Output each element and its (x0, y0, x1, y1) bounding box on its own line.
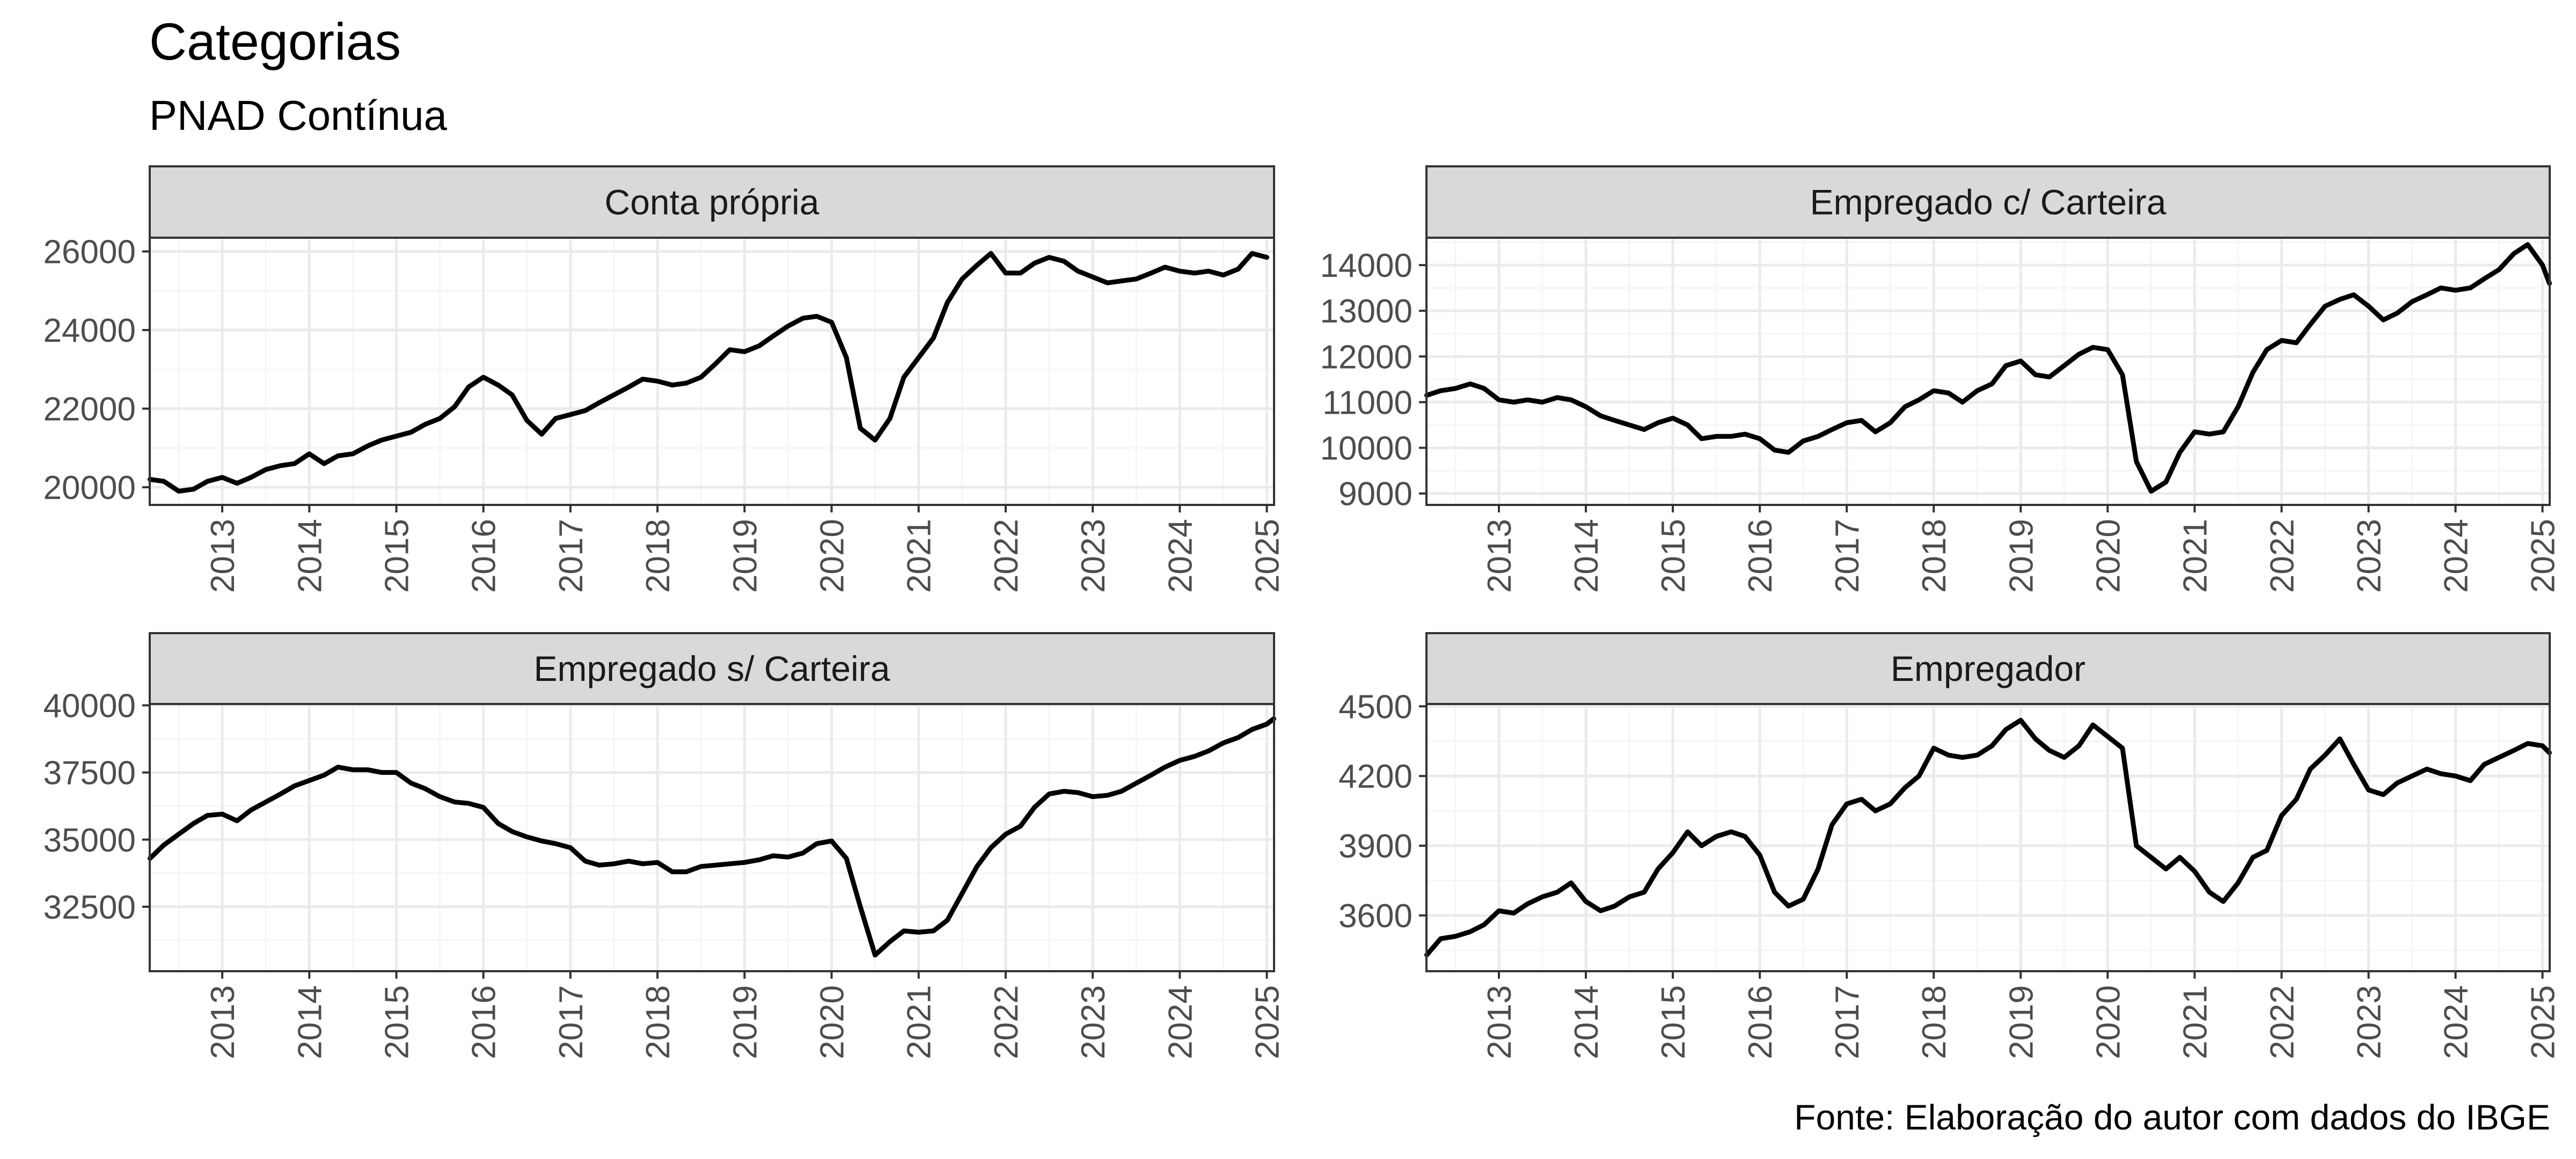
series-line (148, 251, 1269, 494)
x-tick-label: 2015 (379, 985, 416, 1059)
x-tick-label: 2023 (1075, 985, 1112, 1059)
y-tick-label: 40000 (43, 688, 136, 725)
x-tick-label: 2018 (1916, 985, 1953, 1059)
y-tick-label: 32500 (43, 889, 136, 926)
x-tick-label: 2022 (2264, 519, 2301, 593)
facet-strip-label: Conta própria (605, 182, 819, 222)
y-tick-label: 35000 (43, 822, 136, 859)
series-line (148, 716, 1276, 958)
panel-background (1426, 704, 2550, 971)
x-tick-label: 2019 (2003, 519, 2040, 593)
y-tick-label: 37500 (43, 755, 136, 792)
x-tick-label: 2014 (1568, 985, 1605, 1059)
x-tick-label: 2016 (1742, 519, 1779, 593)
chart-caption: Fonte: Elaboração do autor com dados do … (1794, 1097, 2550, 1137)
x-tick-label: 2023 (2351, 985, 2388, 1059)
x-tick-label: 2025 (1249, 985, 1286, 1059)
x-tick-label: 2013 (204, 519, 241, 593)
x-tick-label: 2018 (640, 985, 677, 1059)
y-tick-label: 3900 (1338, 828, 1413, 865)
x-tick-label: 2020 (2090, 985, 2127, 1059)
y-tick-label: 22000 (43, 391, 136, 428)
x-tick-label: 2015 (379, 519, 416, 593)
x-tick-label: 2018 (640, 519, 677, 593)
x-tick-label: 2013 (1481, 985, 1518, 1059)
x-tick-label: 2020 (2090, 519, 2127, 593)
panel-conta-propria: Conta própria 20000 22000 24000 26000 2013 201… (43, 165, 1286, 593)
facet-strip-label: Empregado s/ Carteira (534, 649, 890, 688)
facet-strip-label: Empregado c/ Carteira (1810, 182, 2167, 222)
y-tick-label: 20000 (43, 470, 136, 507)
x-tick-label: 2022 (988, 985, 1025, 1059)
x-tick-label: 2024 (2438, 519, 2475, 593)
y-tick-label: 9000 (1338, 476, 1413, 513)
x-tick-label: 2017 (553, 519, 590, 593)
facet-strip (149, 165, 1275, 239)
y-tick-label: 13000 (1320, 293, 1413, 330)
x-tick-label: 2015 (1655, 985, 1692, 1059)
y-tick-label: 10000 (1320, 430, 1413, 467)
x-tick-label: 2016 (466, 519, 503, 593)
x-tick-label: 2021 (901, 519, 938, 593)
facet-strip (1425, 165, 2551, 239)
x-tick-label: 2020 (814, 985, 851, 1059)
y-tick-label: 12000 (1320, 339, 1413, 376)
x-tick-label: 2018 (1916, 519, 1953, 593)
facet-strip (149, 632, 1275, 705)
x-tick-label: 2023 (2351, 519, 2388, 593)
y-tick-label: 26000 (43, 234, 136, 271)
panel-empregado-s-carteira: Empregado s/ Carteira 32500 35000 37500 4000… (43, 632, 1286, 1059)
x-tick-label: 2024 (1162, 519, 1199, 593)
x-tick-label: 2021 (2177, 519, 2214, 593)
y-tick-label: 24000 (43, 312, 136, 349)
chart-subtitle: PNAD Contínua (149, 92, 448, 139)
x-tick-label: 2022 (988, 519, 1025, 593)
panel-empregado-c-carteira: Empregado c/ Carteira 9000 10000 11000 12000… (1320, 165, 2562, 593)
x-tick-label: 2020 (814, 519, 851, 593)
y-tick-label: 3600 (1338, 898, 1413, 935)
panel-background (1426, 238, 2550, 505)
x-tick-label: 2024 (2438, 985, 2475, 1059)
x-tick-label: 2014 (291, 519, 328, 593)
x-tick-label: 2019 (727, 985, 764, 1059)
x-tick-label: 2025 (2525, 519, 2562, 593)
x-tick-label: 2021 (2177, 985, 2214, 1059)
panel-background (150, 704, 1274, 971)
x-tick-label: 2023 (1075, 519, 1112, 593)
series-line (1424, 242, 2552, 494)
x-tick-label: 2017 (553, 985, 590, 1059)
x-tick-label: 2019 (727, 519, 764, 593)
y-tick-label: 14000 (1320, 247, 1413, 284)
x-tick-label: 2019 (2003, 985, 2040, 1059)
x-tick-label: 2021 (901, 985, 938, 1059)
x-tick-label: 2016 (466, 985, 503, 1059)
x-tick-label: 2017 (1829, 519, 1866, 593)
panel-empregador: Empregador 3600 3900 4200 4500 2013 2014 2015 20… (1338, 632, 2562, 1059)
x-tick-label: 2013 (1481, 519, 1518, 593)
y-tick-label: 11000 (1322, 384, 1413, 421)
x-tick-label: 2016 (1742, 985, 1779, 1059)
x-tick-label: 2013 (204, 985, 241, 1059)
x-tick-label: 2014 (291, 985, 328, 1059)
x-tick-label: 2025 (2525, 985, 2562, 1059)
series-line (1424, 717, 2552, 958)
panel-background (150, 238, 1274, 505)
x-tick-label: 2014 (1568, 519, 1605, 593)
facet-strip-label: Empregador (1891, 649, 2085, 688)
facet-strip (1425, 632, 2551, 705)
x-tick-label: 2024 (1162, 985, 1199, 1059)
y-tick-label: 4500 (1338, 688, 1413, 725)
x-tick-label: 2025 (1249, 519, 1286, 593)
x-tick-label: 2022 (2264, 985, 2301, 1059)
x-tick-label: 2017 (1829, 985, 1866, 1059)
x-tick-label: 2015 (1655, 519, 1692, 593)
y-tick-label: 4200 (1338, 758, 1413, 795)
chart-title: Categorias (149, 12, 401, 71)
